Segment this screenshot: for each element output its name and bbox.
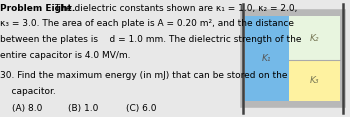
Text: 30. Find the maximum energy (in mJ) that can be stored on the: 30. Find the maximum energy (in mJ) that… bbox=[0, 71, 287, 80]
Text: K₁: K₁ bbox=[262, 54, 272, 63]
Bar bbox=[289, 60, 340, 101]
Text: between the plates is    d = 1.0 mm. The dielectric strength of the: between the plates is d = 1.0 mm. The di… bbox=[0, 35, 301, 44]
Text: κ₃ = 3.0. The area of each plate is A = 0.20 m², and the distance: κ₃ = 3.0. The area of each plate is A = … bbox=[0, 19, 294, 28]
Text: K₃: K₃ bbox=[310, 76, 320, 85]
Text: K₂: K₂ bbox=[310, 34, 320, 43]
Text: entire capacitor is 4.0 MV/m.: entire capacitor is 4.0 MV/m. bbox=[0, 51, 131, 60]
Text: (B) 1.0: (B) 1.0 bbox=[68, 104, 99, 113]
Text: (A) 8.0: (A) 8.0 bbox=[12, 104, 43, 113]
Bar bbox=[245, 16, 289, 101]
Text: capacitor.: capacitor. bbox=[0, 87, 56, 96]
Text: The dielectric constants shown are κ₁ = 1.0, κ₂ = 2.0,: The dielectric constants shown are κ₁ = … bbox=[52, 4, 298, 13]
Bar bbox=[289, 16, 340, 60]
Text: (C) 6.0: (C) 6.0 bbox=[126, 104, 156, 113]
Text: Problem Eight.: Problem Eight. bbox=[0, 4, 75, 13]
Bar bbox=[243, 12, 343, 105]
